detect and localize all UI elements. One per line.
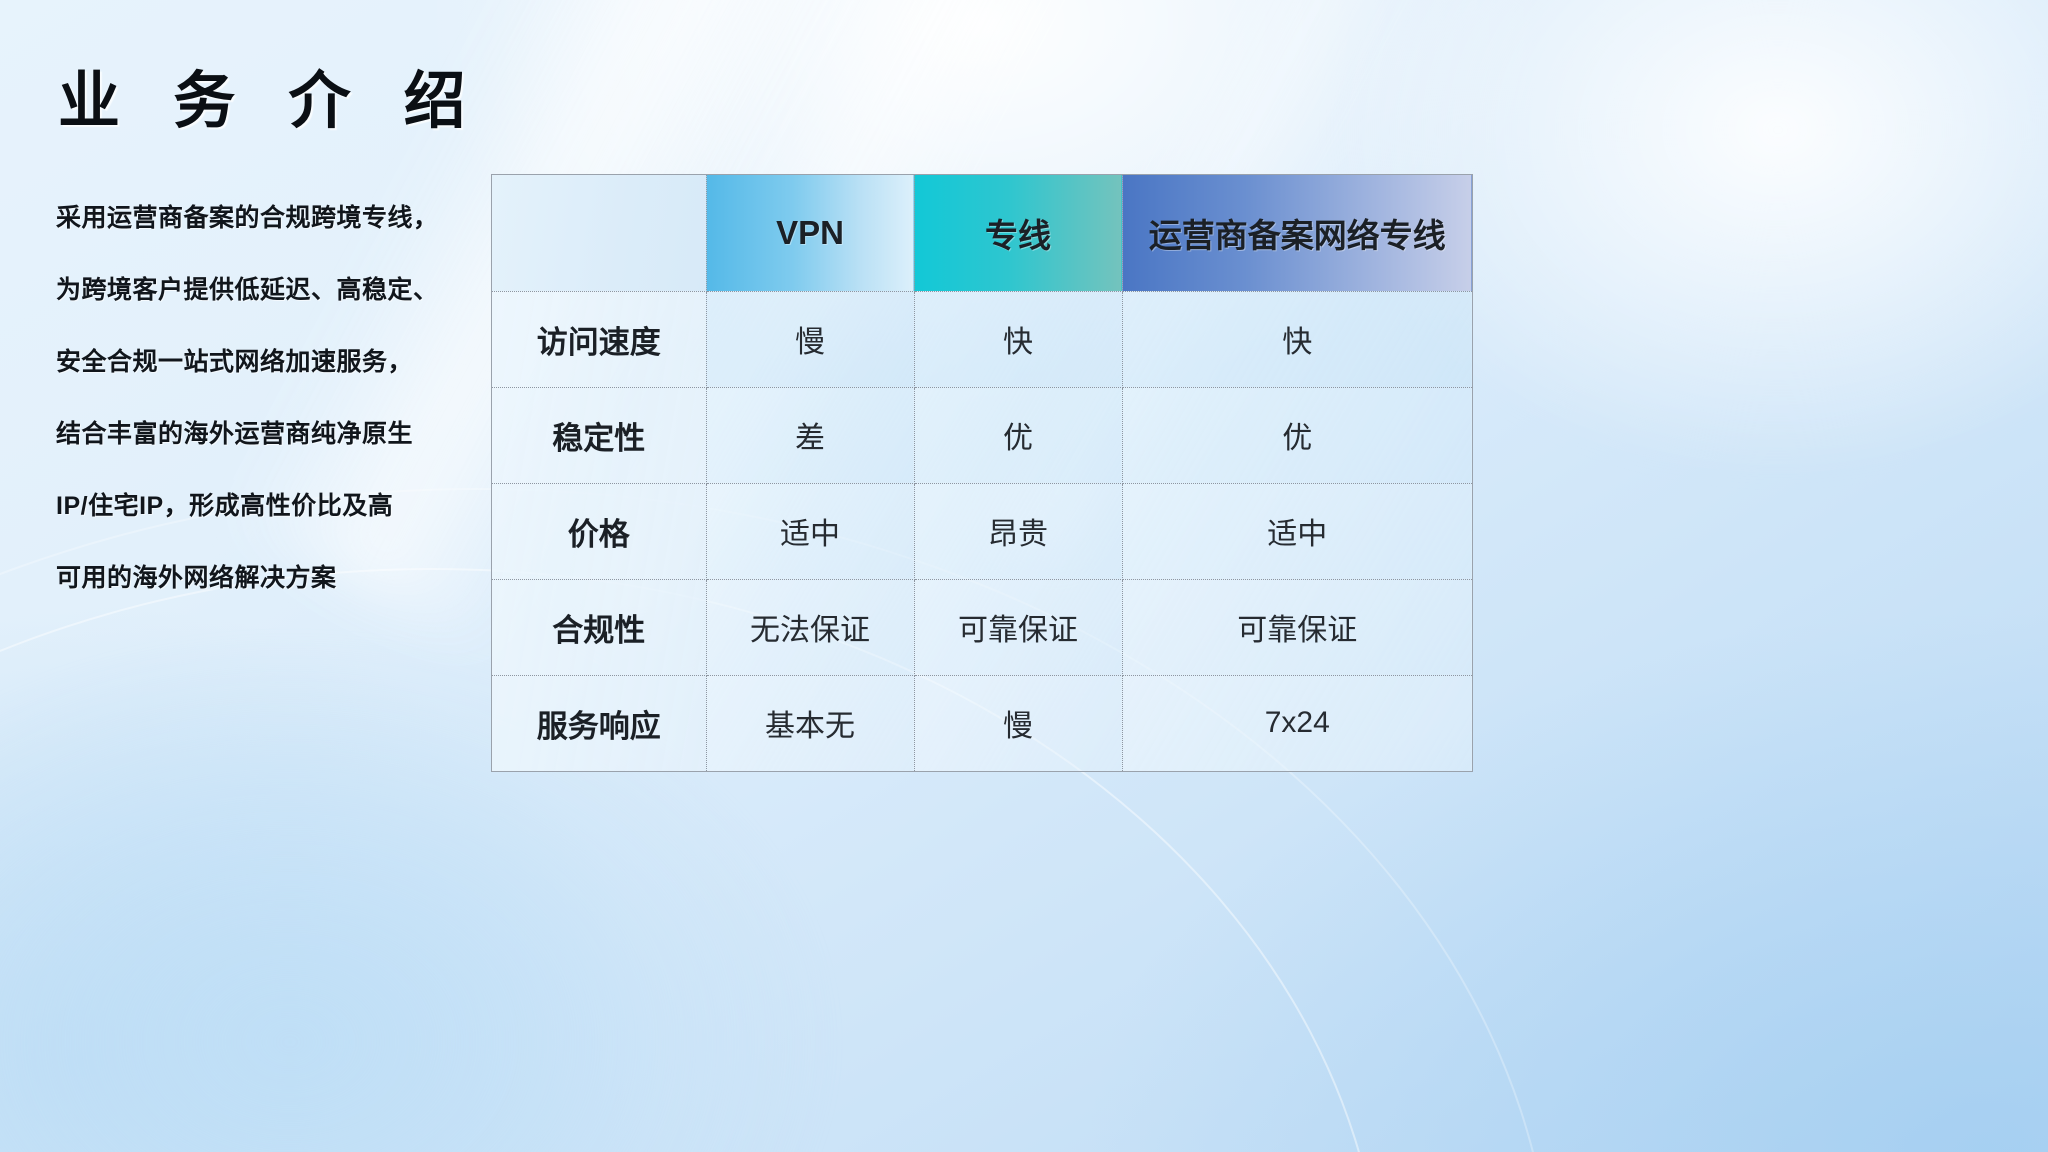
table-row: 访问速度 慢 快 快 xyxy=(492,291,1472,388)
cell-value: 慢 xyxy=(914,675,1123,771)
intro-line: 安全合规一站式网络加速服务， xyxy=(56,348,414,376)
table-row: 稳定性 差 优 优 xyxy=(492,387,1472,484)
cell-value: 基本无 xyxy=(706,675,915,771)
cell-value: 优 xyxy=(914,387,1123,484)
cell-value: 慢 xyxy=(706,291,915,388)
cell-value: 7x24 xyxy=(1122,675,1472,771)
cell-value: 无法保证 xyxy=(706,579,915,676)
cell-value: 可靠保证 xyxy=(1122,579,1472,676)
row-label: 价格 xyxy=(492,483,707,580)
comparison-table-container: VPN 专线 运营商备案网络专线 访问速度 慢 快 快 稳定性 差 优 优 xyxy=(491,174,1473,772)
table-header-corner xyxy=(492,175,707,292)
cell-value: 昂贵 xyxy=(914,483,1123,580)
row-label: 服务响应 xyxy=(492,675,707,771)
comparison-table: VPN 专线 运营商备案网络专线 访问速度 慢 快 快 稳定性 差 优 优 xyxy=(492,175,1472,771)
table-header-dedicated-line: 专线 xyxy=(914,175,1123,292)
cell-value: 适中 xyxy=(1122,483,1472,580)
table-header-operator-line: 运营商备案网络专线 xyxy=(1122,175,1472,292)
table-header-vpn: VPN xyxy=(706,175,915,292)
intro-line: IP/住宅IP，形成高性价比及高 xyxy=(56,492,394,520)
intro-line: 结合丰富的海外运营商纯净原生 xyxy=(56,420,414,448)
row-label: 合规性 xyxy=(492,579,707,676)
table-header-row: VPN 专线 运营商备案网络专线 xyxy=(492,175,1472,292)
cell-value: 快 xyxy=(1122,291,1472,388)
cell-value: 差 xyxy=(706,387,915,484)
intro-line: 为跨境客户提供低延迟、高稳定、 xyxy=(56,276,439,304)
page-title: 业 务 介 绍 xyxy=(58,67,484,136)
cell-value: 快 xyxy=(914,291,1123,388)
intro-line: 采用运营商备案的合规跨境专线， xyxy=(56,204,439,232)
table-row: 价格 适中 昂贵 适中 xyxy=(492,483,1472,580)
cell-value: 优 xyxy=(1122,387,1472,484)
table-header: VPN 专线 运营商备案网络专线 xyxy=(492,175,1472,292)
table-row: 合规性 无法保证 可靠保证 可靠保证 xyxy=(492,579,1472,676)
cell-value: 可靠保证 xyxy=(914,579,1123,676)
intro-paragraph: 采用运营商备案的合规跨境专线， 为跨境客户提供低延迟、高稳定、 安全合规一站式网… xyxy=(56,182,476,614)
cell-value: 适中 xyxy=(706,483,915,580)
table-body: 访问速度 慢 快 快 稳定性 差 优 优 价格 适中 昂贵 适中 xyxy=(492,291,1472,771)
intro-line: 可用的海外网络解决方案 xyxy=(56,564,337,592)
row-label: 稳定性 xyxy=(492,387,707,484)
table-row: 服务响应 基本无 慢 7x24 xyxy=(492,675,1472,771)
row-label: 访问速度 xyxy=(492,291,707,388)
